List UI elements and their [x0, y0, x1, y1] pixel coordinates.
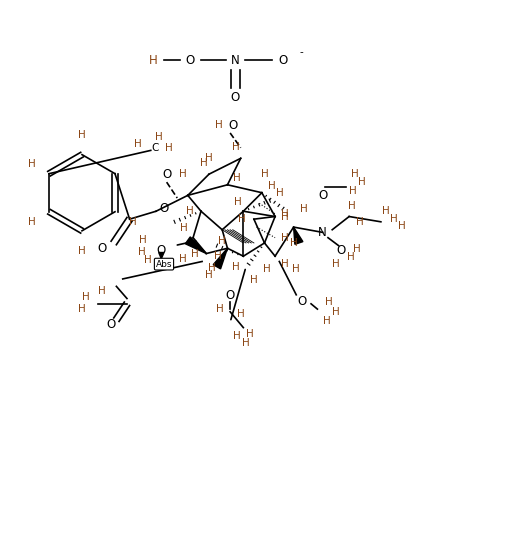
Text: H: H	[250, 275, 258, 285]
Text: H: H	[216, 304, 223, 314]
Text: N: N	[231, 54, 240, 67]
Text: H: H	[28, 158, 35, 169]
Text: H: H	[180, 223, 187, 233]
Text: H: H	[293, 264, 300, 274]
Text: H: H	[234, 197, 242, 207]
Text: H: H	[281, 233, 288, 242]
Text: H: H	[359, 177, 366, 187]
Text: H: H	[215, 120, 222, 130]
Text: H: H	[281, 259, 288, 269]
Text: H: H	[214, 251, 222, 261]
Text: H: H	[281, 212, 288, 222]
Text: H: H	[218, 236, 226, 246]
Text: O: O	[186, 54, 195, 67]
Text: H: H	[300, 204, 308, 213]
Polygon shape	[294, 227, 303, 244]
Text: H: H	[356, 217, 363, 227]
Text: H: H	[290, 238, 297, 248]
Text: H: H	[166, 143, 173, 153]
Text: H: H	[28, 217, 35, 227]
Text: H: H	[263, 264, 271, 274]
Text: H: H	[129, 217, 136, 227]
Text: O: O	[97, 242, 107, 255]
Text: H: H	[347, 252, 354, 262]
Text: H: H	[233, 330, 241, 340]
Text: H: H	[351, 169, 358, 179]
Text: H: H	[398, 221, 406, 231]
Text: H: H	[186, 206, 193, 216]
Text: O: O	[228, 119, 238, 132]
Text: H: H	[237, 309, 244, 319]
Text: H: H	[353, 244, 361, 254]
Text: H: H	[144, 255, 152, 265]
Text: H: H	[78, 129, 86, 139]
Text: H: H	[239, 214, 246, 224]
Text: O: O	[336, 244, 346, 258]
Text: H: H	[261, 169, 268, 179]
Text: H: H	[208, 263, 215, 273]
Text: H: H	[179, 254, 186, 264]
Text: H: H	[139, 235, 147, 245]
Text: O: O	[318, 189, 327, 202]
Text: H: H	[281, 209, 288, 219]
Text: H: H	[277, 188, 284, 198]
Text: H: H	[332, 307, 340, 317]
Text: H: H	[382, 206, 390, 216]
Text: H: H	[155, 132, 162, 142]
Text: H: H	[325, 297, 333, 307]
Text: H: H	[179, 169, 186, 179]
Text: H: H	[98, 286, 106, 296]
Text: O: O	[231, 91, 240, 104]
Polygon shape	[185, 237, 206, 254]
Text: O: O	[225, 290, 235, 302]
Text: O: O	[157, 244, 166, 258]
Text: O: O	[297, 295, 306, 307]
Polygon shape	[213, 248, 227, 269]
Text: H: H	[134, 139, 141, 149]
Text: H: H	[348, 201, 355, 211]
Text: H: H	[78, 246, 86, 256]
Text: H: H	[200, 157, 207, 167]
Text: H: H	[350, 186, 357, 196]
Polygon shape	[159, 253, 164, 259]
Text: Abs: Abs	[156, 260, 172, 269]
Text: N: N	[318, 226, 327, 239]
Text: H: H	[268, 181, 275, 192]
Text: H: H	[323, 316, 331, 326]
Text: H: H	[205, 270, 213, 279]
Text: H: H	[332, 259, 340, 269]
Text: O: O	[278, 54, 288, 67]
Text: H: H	[232, 142, 239, 152]
Text: H: H	[191, 249, 198, 259]
Text: C: C	[151, 143, 159, 153]
Text: H: H	[233, 174, 241, 184]
Text: H: H	[138, 248, 145, 258]
Text: H: H	[83, 292, 90, 302]
Text: -: -	[299, 48, 304, 58]
Text: H: H	[390, 214, 398, 224]
Text: O: O	[159, 202, 169, 215]
Text: H: H	[232, 262, 239, 272]
Text: O: O	[162, 167, 171, 181]
Text: H: H	[246, 329, 253, 339]
Text: H: H	[242, 338, 250, 348]
Text: H: H	[149, 54, 158, 67]
Text: H: H	[78, 304, 86, 314]
Text: H: H	[205, 153, 213, 164]
Text: O: O	[106, 319, 116, 332]
